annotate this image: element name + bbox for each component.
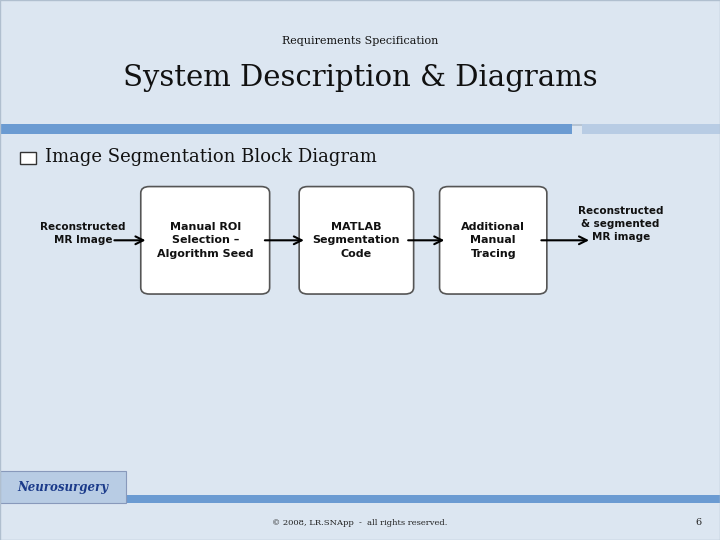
Bar bbox=[582, 124, 720, 134]
Bar bbox=[0, 0, 720, 125]
Bar bbox=[20, 152, 36, 164]
Text: Reconstructed
MR Image: Reconstructed MR Image bbox=[40, 222, 125, 245]
Text: 6: 6 bbox=[696, 518, 702, 527]
Text: Manual ROI
Selection –
Algorithm Seed: Manual ROI Selection – Algorithm Seed bbox=[157, 222, 253, 259]
Text: System Description & Diagrams: System Description & Diagrams bbox=[122, 64, 598, 92]
Text: MATLAB
Segmentation
Code: MATLAB Segmentation Code bbox=[312, 222, 400, 259]
FancyBboxPatch shape bbox=[140, 186, 269, 294]
Text: Neurosurgery: Neurosurgery bbox=[17, 481, 109, 494]
Text: © 2008, LR.SNApp  -  all rights reserved.: © 2008, LR.SNApp - all rights reserved. bbox=[272, 519, 448, 526]
FancyBboxPatch shape bbox=[0, 471, 126, 503]
Text: Image Segmentation Block Diagram: Image Segmentation Block Diagram bbox=[45, 148, 377, 166]
Text: Requirements Specification: Requirements Specification bbox=[282, 36, 438, 45]
Bar bbox=[0, 495, 720, 503]
Text: Additional
Manual
Tracing: Additional Manual Tracing bbox=[462, 222, 525, 259]
FancyBboxPatch shape bbox=[440, 186, 547, 294]
FancyBboxPatch shape bbox=[300, 186, 413, 294]
Bar bbox=[0, 124, 572, 134]
Text: Reconstructed
& segmented
MR image: Reconstructed & segmented MR image bbox=[578, 206, 663, 242]
